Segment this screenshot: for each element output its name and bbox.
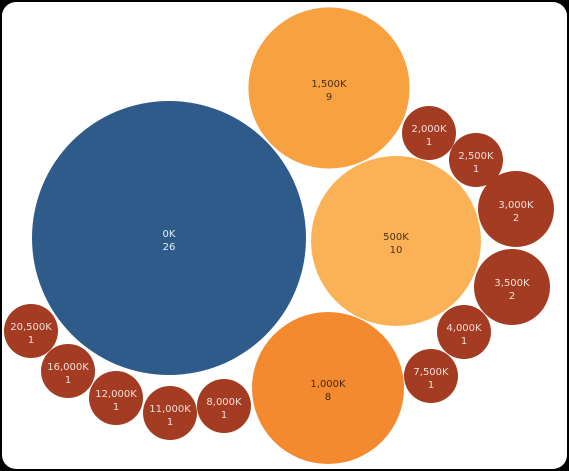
- bubble-count-1-500k: 9: [326, 92, 332, 103]
- bubble-count-2-000k: 1: [426, 137, 432, 148]
- bubble-mark-3-500k[interactable]: [474, 249, 550, 325]
- bubble-mark-12-000k[interactable]: [89, 371, 143, 425]
- bubble-label-4-000k: 4,000K: [446, 323, 482, 334]
- bubble-mark-7-500k[interactable]: [404, 349, 458, 403]
- bubble-mark-1-000k[interactable]: [252, 312, 404, 464]
- bubble-2-000k[interactable]: 2,000K 1: [402, 106, 456, 160]
- bubble-label-1-500k: 1,500K: [311, 79, 347, 90]
- bubble-8-000k[interactable]: 8,000K 1: [197, 379, 251, 433]
- bubble-label-11-000k: 11,000K: [149, 404, 191, 415]
- bubble-label-1-000k: 1,000K: [310, 379, 346, 390]
- bubble-mark-1-500k[interactable]: [248, 7, 410, 169]
- bubble-label-20-500k: 20,500K: [10, 322, 52, 333]
- bubble-count-1-000k: 8: [325, 392, 331, 403]
- bubble-label-2-500k: 2,500K: [458, 151, 494, 162]
- bubble-count-2-500k: 1: [473, 164, 479, 175]
- bubble-3-500k[interactable]: 3,500K 2: [474, 249, 550, 325]
- bubble-mark-20-500k[interactable]: [4, 304, 58, 358]
- bubble-mark-3-000k[interactable]: [478, 171, 554, 247]
- bubble-count-16-000k: 1: [65, 375, 71, 386]
- bubble-mark-0k[interactable]: [32, 101, 306, 375]
- bubble-label-12-000k: 12,000K: [95, 389, 137, 400]
- bubble-label-2-000k: 2,000K: [411, 124, 447, 135]
- bubble-500k[interactable]: 500K 10: [311, 156, 481, 326]
- bubble-20-500k[interactable]: 20,500K 1: [4, 304, 58, 358]
- bubble-1-000k[interactable]: 1,000K 8: [252, 312, 404, 464]
- bubble-1-500k[interactable]: 1,500K 9: [248, 7, 410, 169]
- bubble-mark-4-000k[interactable]: [437, 305, 491, 359]
- bubble-11-000k[interactable]: 11,000K 1: [143, 386, 197, 440]
- bubble-count-7-500k: 1: [428, 380, 434, 391]
- bubble-3-000k[interactable]: 3,000K 2: [478, 171, 554, 247]
- bubble-mark-500k[interactable]: [311, 156, 481, 326]
- bubble-12-000k[interactable]: 12,000K 1: [89, 371, 143, 425]
- bubble-count-20-500k: 1: [28, 335, 34, 346]
- bubble-label-0k: 0K: [163, 229, 176, 240]
- bubble-count-3-000k: 2: [513, 213, 519, 224]
- bubble-label-7-500k: 7,500K: [413, 367, 449, 378]
- bubble-count-8-000k: 1: [221, 410, 227, 421]
- bubble-label-500k: 500K: [383, 232, 409, 243]
- bubble-count-0k: 26: [163, 242, 176, 253]
- bubble-label-3-000k: 3,000K: [498, 200, 534, 211]
- bubble-mark-8-000k[interactable]: [197, 379, 251, 433]
- bubble-mark-2-500k[interactable]: [449, 133, 503, 187]
- bubble-count-4-000k: 1: [461, 336, 467, 347]
- bubble-count-3-500k: 2: [509, 291, 515, 302]
- bubble-16-000k[interactable]: 16,000K 1: [41, 344, 95, 398]
- bubble-count-500k: 10: [390, 245, 403, 256]
- bubble-label-8-000k: 8,000K: [206, 397, 242, 408]
- bubble-mark-11-000k[interactable]: [143, 386, 197, 440]
- bubble-7-500k[interactable]: 7,500K 1: [404, 349, 458, 403]
- bubble-label-3-500k: 3,500K: [494, 278, 530, 289]
- bubble-4-000k[interactable]: 4,000K 1: [437, 305, 491, 359]
- bubble-count-11-000k: 1: [167, 417, 173, 428]
- bubble-mark-16-000k[interactable]: [41, 344, 95, 398]
- bubble-label-16-000k: 16,000K: [47, 362, 89, 373]
- bubble-count-12-000k: 1: [113, 402, 119, 413]
- bubble-mark-2-000k[interactable]: [402, 106, 456, 160]
- bubble-2-500k[interactable]: 2,500K 1: [449, 133, 503, 187]
